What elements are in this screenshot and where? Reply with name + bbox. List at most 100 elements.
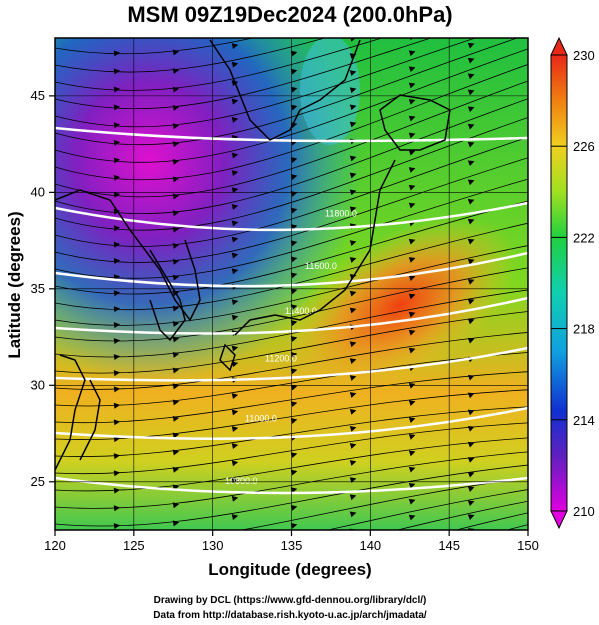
y-tick-label: 35: [31, 281, 45, 296]
wind-arrow: [172, 105, 180, 111]
wind-arrow: [468, 26, 476, 34]
wind-arrow: [349, 155, 357, 162]
wind-arrow: [114, 612, 121, 619]
wind-arrow: [349, 104, 357, 111]
wind-arrow: [232, 531, 239, 538]
wind-arrow: [173, 538, 180, 545]
wind-arrow: [349, 307, 357, 314]
wind-arrow: [290, 240, 298, 247]
colorbar-tick-label: 214: [573, 413, 595, 428]
wind-arrow: [231, 426, 239, 433]
wind-arrow: [172, 383, 180, 390]
wind-arrow: [172, 367, 180, 374]
wind-arrow: [349, 460, 357, 466]
wind-arrow: [231, 478, 239, 484]
coastline: [55, 189, 201, 322]
streamline: [55, 38, 384, 91]
contour-line: [55, 406, 528, 440]
wind-arrow: [231, 116, 239, 123]
streamline: [239, 477, 528, 530]
wind-arrow: [113, 487, 121, 494]
wind-arrow: [467, 199, 475, 205]
x-tick-label: 120: [44, 538, 66, 553]
wind-arrow: [467, 179, 475, 186]
colorbar-tick-label: 226: [573, 139, 595, 154]
wind-arrow: [172, 336, 180, 343]
wind-arrow: [173, 556, 180, 563]
wind-arrow: [408, 466, 416, 473]
wind-arrow: [172, 158, 180, 165]
wind-arrow: [290, 336, 298, 342]
wind-arrow: [172, 176, 180, 183]
wind-arrow: [231, 220, 239, 227]
contour-label: 11800.0: [325, 209, 357, 219]
wind-arrow: [173, 575, 180, 582]
wind-arrow: [408, 498, 416, 505]
wind-arrow: [408, 257, 416, 263]
wind-arrow: [290, 384, 298, 391]
wind-arrow: [290, 174, 298, 181]
colorbar-min-extend: [550, 510, 568, 530]
streamline: [55, 352, 528, 407]
streamline: [55, 422, 528, 475]
wind-arrow: [408, 482, 416, 489]
coastline: [149, 249, 186, 342]
wind-arrow: [467, 486, 475, 492]
wind-arrow: [113, 157, 121, 164]
colorbar-tick-label: 218: [573, 322, 595, 337]
streamline: [55, 38, 477, 128]
wind-arrow: [231, 187, 239, 194]
wind-arrow: [172, 210, 180, 217]
streamline: [55, 48, 528, 163]
wind-arrow: [467, 238, 475, 245]
wind-arrow: [349, 511, 357, 518]
wind-arrow: [114, 576, 121, 583]
wind-arrow: [113, 191, 121, 198]
streamline: [55, 178, 528, 279]
wind-arrow: [408, 450, 416, 457]
streamline: [55, 98, 528, 215]
wind-arrow: [467, 441, 475, 448]
wind-arrow: [408, 434, 416, 440]
wind-arrow: [349, 257, 357, 263]
colorbar-scale: [550, 54, 568, 512]
wind-arrow: [467, 374, 475, 381]
wind-arrow: [113, 386, 121, 393]
wind-arrow: [231, 393, 239, 400]
wind-arrow: [114, 540, 121, 547]
streamline: [55, 311, 528, 374]
wind-arrow: [113, 370, 121, 377]
streamline: [55, 38, 255, 55]
wind-arrow: [408, 149, 416, 156]
wind-arrow: [231, 236, 239, 243]
wind-arrow: [349, 290, 357, 297]
wind-arrow: [408, 132, 416, 139]
wind-arrow: [349, 240, 357, 246]
wind-arrow: [408, 66, 416, 73]
streamline: [55, 38, 327, 73]
wind-arrow: [467, 457, 475, 463]
wind-arrow: [349, 375, 357, 381]
wind-arrow: [467, 123, 475, 130]
wind-arrow: [408, 99, 416, 105]
wind-arrow: [408, 167, 416, 173]
wind-arrow: [408, 400, 416, 406]
y-axis-label: Latitude (degrees): [5, 211, 24, 358]
wind-arrow: [408, 417, 416, 423]
wind-arrow: [113, 68, 121, 75]
wind-arrow: [231, 345, 239, 352]
credit-data: Data from http://database.rish.kyoto-u.a…: [153, 610, 427, 621]
wind-arrow: [290, 68, 298, 75]
wind-arrow: [172, 68, 180, 74]
x-tick-label: 145: [438, 538, 460, 553]
coastline: [209, 39, 361, 141]
wind-arrow: [290, 368, 298, 375]
wind-arrow: [290, 469, 298, 476]
wind-arrow: [172, 123, 180, 130]
wind-arrow: [350, 578, 357, 585]
wind-arrow: [408, 50, 416, 57]
wind-arrow: [467, 279, 475, 285]
wind-arrow: [113, 122, 121, 129]
wind-arrow: [467, 392, 475, 399]
wind-arrow: [408, 202, 416, 209]
